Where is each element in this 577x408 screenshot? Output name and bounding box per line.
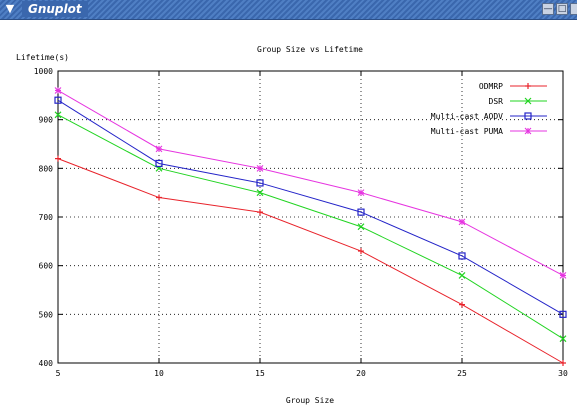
window-title: Gnuplot — [22, 1, 88, 17]
x-tick-label: 15 — [255, 369, 265, 378]
title-bar[interactable]: ▼ Gnuplot — □ — [0, 0, 577, 20]
chart-title: Group Size vs Lifetime — [257, 45, 363, 54]
y-tick-label: 800 — [39, 164, 54, 173]
data-point — [155, 159, 163, 168]
data-point — [559, 310, 567, 318]
data-point — [256, 164, 264, 172]
data-point — [155, 145, 163, 153]
data-point — [256, 179, 264, 187]
legend: ODMRP DSR Multi-cast AODV Multi-cast PUMA — [431, 82, 547, 136]
x-tick-label: 25 — [457, 369, 467, 378]
x-tick-label: 5 — [56, 369, 61, 378]
data-point — [459, 301, 465, 308]
data-point — [560, 360, 566, 366]
data-point — [358, 248, 364, 255]
legend-label: Multi-cast PUMA — [431, 127, 503, 136]
data-point — [559, 335, 567, 343]
x-axis-label: Group Size — [286, 396, 334, 405]
chart-area: 5 10 15 20 25 30 400 500 600 700 800 900 1000 ODMRP D… — [16, 45, 568, 405]
data-point — [54, 111, 62, 119]
legend-label: DSR — [489, 97, 504, 106]
y-tick-label: 700 — [39, 213, 54, 222]
data-point — [559, 272, 567, 279]
y-tick-label: 400 — [39, 359, 54, 368]
series-line — [57, 90, 564, 276]
series-line — [57, 114, 564, 340]
series-dsr — [54, 111, 567, 343]
series-line — [57, 158, 564, 364]
series-multi-cast-aodv — [54, 96, 567, 318]
y-tick-label: 1000 — [34, 67, 53, 76]
data-point — [256, 189, 264, 197]
data-point — [54, 87, 62, 94]
data-point — [357, 189, 365, 197]
x-tick-label: 10 — [154, 369, 164, 378]
data-point — [458, 218, 466, 226]
data-point — [525, 83, 531, 89]
data-point — [524, 127, 532, 135]
data-point — [357, 208, 365, 216]
data-point — [524, 97, 532, 105]
x-tick-label: 20 — [356, 369, 366, 378]
data-point — [156, 194, 162, 201]
maximize-icon[interactable]: □ — [556, 3, 568, 15]
minimize-icon[interactable]: — — [542, 3, 554, 15]
series-multi-cast-puma — [54, 87, 567, 279]
series-line — [57, 99, 564, 315]
legend-label: ODMRP — [479, 82, 503, 91]
legend-label: Multi-cast AODV — [431, 112, 503, 121]
y-tick-label: 900 — [39, 116, 54, 125]
close-icon[interactable] — [570, 3, 577, 15]
data-point — [55, 155, 61, 162]
data-point — [257, 209, 263, 216]
data-point — [524, 112, 532, 120]
data-point — [357, 223, 365, 231]
y-tick-label: 600 — [39, 262, 54, 271]
series-odmrp — [55, 155, 566, 366]
y-axis-label: Lifetime(s) — [16, 53, 69, 62]
y-tick-label: 500 — [39, 310, 54, 319]
data-point — [54, 96, 62, 104]
data-point — [458, 271, 466, 279]
x-tick-label: 30 — [558, 369, 568, 378]
chevron-down-icon[interactable]: ▼ — [5, 2, 15, 15]
series-group — [54, 87, 567, 366]
data-point — [458, 252, 466, 260]
